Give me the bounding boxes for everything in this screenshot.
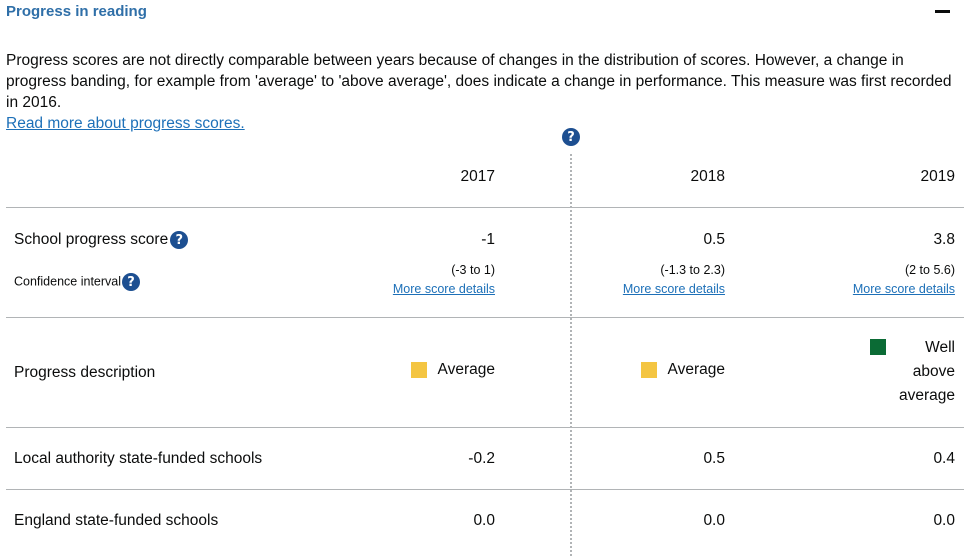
england-label: England state-funded schools <box>14 512 219 529</box>
school-progress-label: School progress score <box>14 231 169 249</box>
progress-description-2019: Well above average <box>898 339 955 404</box>
england-2019: 0.0 <box>933 512 955 529</box>
confidence-row-label: Confidence interval? <box>14 273 141 291</box>
local-authority-2017: -0.2 <box>468 450 495 467</box>
progress-description-2017: Average <box>411 361 495 379</box>
collapse-button[interactable] <box>931 2 955 22</box>
confidence-2018: (-1.3 to 2.3) <box>660 263 725 277</box>
intro-text: Progress scores are not directly compara… <box>6 52 952 111</box>
year-header-2018: 2018 <box>690 168 725 185</box>
row-divider <box>6 317 964 318</box>
confidence-2019: (2 to 5.6) <box>904 263 955 277</box>
section-title[interactable]: Progress in reading <box>6 3 147 20</box>
help-icon[interactable]: ? <box>170 231 189 249</box>
progress-description-label: Progress description <box>14 364 156 381</box>
local-authority-2018: 0.5 <box>703 450 725 467</box>
school-progress-row-label: School progress score? <box>14 231 189 249</box>
row-divider <box>6 427 964 428</box>
confidence-label: Confidence interval <box>14 274 122 289</box>
more-score-details-link[interactable]: More score details <box>852 282 955 296</box>
more-score-details-link[interactable]: More score details <box>622 282 725 296</box>
confidence-2017: (-3 to 1) <box>451 263 495 277</box>
average-swatch <box>411 362 428 378</box>
help-icon[interactable]: ? <box>122 273 141 291</box>
school-progress-2019: 3.8 <box>933 231 955 248</box>
row-divider <box>6 207 964 208</box>
england-2018: 0.0 <box>703 512 725 529</box>
intro-paragraph: Progress scores are not directly compara… <box>6 50 964 134</box>
minus-icon <box>935 10 950 13</box>
year-header-2017: 2017 <box>460 168 495 185</box>
school-progress-2017: -1 <box>481 231 495 248</box>
average-swatch <box>641 362 658 378</box>
row-divider <box>6 489 964 490</box>
local-authority-2019: 0.4 <box>933 450 955 467</box>
school-progress-2018: 0.5 <box>703 231 725 248</box>
local-authority-label: Local authority state-funded schools <box>14 450 263 467</box>
read-more-link[interactable]: Read more about progress scores. <box>6 115 245 132</box>
progress-description-2018: Average <box>641 361 725 379</box>
help-icon[interactable]: ? <box>562 128 580 146</box>
england-2017: 0.0 <box>473 512 495 529</box>
well-above-average-swatch <box>870 339 886 355</box>
year-header-2019: 2019 <box>920 168 955 185</box>
more-score-details-link[interactable]: More score details <box>392 282 495 296</box>
center-divider <box>570 154 572 556</box>
